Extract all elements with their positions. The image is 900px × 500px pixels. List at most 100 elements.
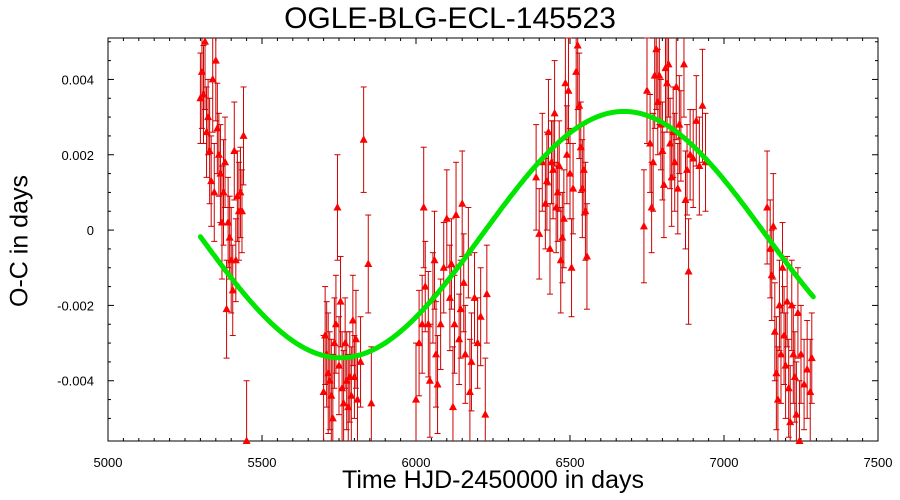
fit-curve (197, 108, 816, 361)
data-point-triangle (581, 206, 590, 215)
data-point-triangle (224, 218, 233, 226)
data-point-triangle (772, 368, 781, 377)
data-point-triangle (459, 278, 468, 286)
data-point-triangle (564, 86, 573, 94)
data-point-triangle (569, 184, 578, 192)
data-point-triangle (792, 410, 801, 418)
data-point-triangle (542, 176, 551, 185)
data-point-triangle (359, 135, 368, 143)
data-point-triangle (216, 169, 225, 177)
data-point-triangle (556, 255, 565, 264)
data-point-triangle (576, 142, 585, 151)
data-point-triangle (783, 297, 792, 305)
data-point-triangle (447, 259, 456, 267)
x-tick-label: 6500 (556, 455, 585, 470)
data-point-triangle (582, 251, 591, 260)
data-point-triangle (795, 436, 804, 444)
data-point-triangle (670, 157, 679, 166)
data-point-triangle (689, 154, 698, 162)
data-point-triangle (658, 146, 667, 154)
data-point-triangle (205, 146, 214, 154)
data-points (196, 37, 816, 444)
data-point-triangle (763, 202, 772, 211)
data-point-triangle (773, 395, 782, 403)
data-point-triangle (348, 315, 357, 324)
data-point-triangle (338, 383, 347, 392)
data-point-triangle (412, 395, 420, 403)
data-point-triangle (228, 285, 237, 294)
data-point-triangle (770, 327, 779, 335)
data-point-triangle (793, 308, 802, 316)
data-point-triangle (342, 376, 351, 384)
data-point-triangle (347, 391, 356, 399)
data-point-triangle (424, 319, 433, 328)
data-point-triangle (555, 161, 564, 170)
data-point-triangle (672, 82, 681, 90)
data-point-triangle (341, 338, 350, 347)
data-point-triangle (196, 93, 205, 102)
data-point-triangle (666, 138, 675, 147)
data-point-triangle (545, 244, 554, 252)
data-point-triangle (558, 233, 567, 241)
data-point-triangle (415, 338, 424, 347)
data-point-triangle (456, 304, 465, 313)
data-point-triangle (350, 372, 359, 380)
data-point-triangle (778, 263, 787, 271)
data-point-triangle (425, 376, 434, 384)
data-point-triangle (442, 214, 451, 222)
data-point-triangle (324, 368, 333, 377)
data-point-triangle (448, 402, 457, 411)
data-point-triangle (659, 180, 668, 188)
data-point-triangle (667, 172, 676, 181)
data-point-triangle (213, 123, 222, 132)
y-tick-label: 0.004 (61, 72, 94, 87)
data-point-triangle (201, 37, 210, 45)
data-point-triangle (214, 150, 223, 158)
data-point-triangle (199, 89, 208, 98)
data-point-triangle (433, 380, 442, 388)
data-point-triangle (552, 202, 561, 211)
y-axis-label: O-C in days (5, 175, 34, 307)
data-point-triangle (673, 184, 682, 192)
data-point-triangle (211, 56, 220, 64)
data-point-triangle (639, 221, 648, 230)
data-point-triangle (482, 289, 491, 298)
data-point-triangle (476, 312, 485, 320)
data-point-triangle (567, 263, 576, 271)
data-point-triangle (559, 214, 568, 222)
data-point-triangle (432, 349, 441, 358)
data-point-triangle (236, 187, 245, 196)
data-point-triangle (436, 319, 445, 328)
data-point-triangle (800, 380, 809, 388)
data-point-triangle (351, 334, 360, 343)
data-point-triangle (330, 338, 339, 347)
data-point-triangle (333, 202, 342, 211)
data-point-triangle (575, 101, 584, 109)
data-point-triangle (230, 146, 239, 154)
data-point-triangle (549, 165, 558, 173)
data-point-triangle (550, 108, 559, 117)
data-point-triangle (797, 349, 805, 358)
data-point-triangle (321, 331, 330, 339)
data-point-triangle (692, 116, 701, 124)
y-tick-label: -0.004 (57, 374, 94, 389)
y-tick-label: 0.002 (61, 148, 94, 163)
data-point-triangle (439, 263, 448, 271)
x-tick-label: 7000 (710, 455, 739, 470)
data-point-triangle (470, 293, 479, 301)
data-point-triangle (686, 150, 695, 158)
data-point-triangle (208, 74, 217, 83)
data-point-triangle (421, 282, 430, 290)
data-point-triangle (698, 101, 707, 109)
data-point-triangle (653, 97, 662, 106)
data-point-triangle (356, 357, 365, 365)
data-point-triangle (231, 255, 240, 264)
x-tick-label: 7500 (864, 455, 893, 470)
data-point-triangle (786, 417, 795, 426)
data-point-triangle (217, 218, 226, 226)
data-point-triangle (353, 395, 362, 403)
data-point-triangle (207, 176, 216, 185)
data-point-triangle (364, 259, 373, 267)
data-point-triangle (473, 338, 482, 347)
data-point-triangle (661, 63, 670, 72)
